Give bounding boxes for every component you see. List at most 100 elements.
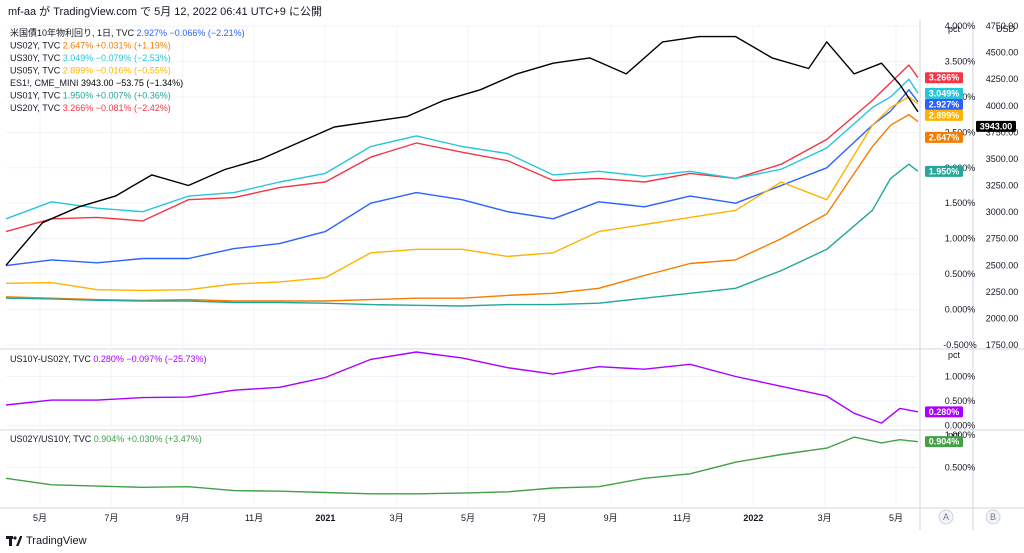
last-value-label: 3.049%: [929, 88, 960, 98]
legend-series-name: ES1!, CME_MINI: [10, 78, 81, 88]
pct-axis-tick-label: -0.500%: [943, 340, 977, 350]
legend-entry: US10Y-US02Y, TVC 0.280% −0.097% (−25.73%…: [10, 354, 206, 364]
usd-axis-tick-label: 3000.00: [986, 207, 1019, 217]
pct-axis-tick-label: 4.000%: [945, 21, 976, 31]
legend-entry: US01Y, TVC 1.950% +0.007% (+0.36%): [10, 91, 171, 101]
last-value-label: 0.280%: [929, 407, 960, 417]
last-value-label: 0.904%: [929, 437, 960, 447]
last-value-badge: [925, 131, 963, 143]
time-axis-label: 3月: [390, 513, 404, 523]
pct-axis-tick-label: 1.000%: [945, 430, 976, 440]
time-axis-label: 5月: [33, 513, 47, 523]
axis-button-a[interactable]: [938, 509, 954, 525]
legend-series-values: 1.950% +0.007% (+0.36%): [63, 91, 171, 101]
usd-axis-tick-label: 4000.00: [986, 101, 1019, 111]
chart-area[interactable]: pct4.000%3.500%3.000%2.500%2.000%1.500%1…: [0, 20, 1024, 530]
usd-axis-unit: USD: [996, 24, 1016, 34]
pct-axis-tick-label: 0.500%: [945, 269, 976, 279]
usd-axis-tick-label: 3250.00: [986, 181, 1019, 191]
series-line-us02y: [5, 113, 919, 302]
usd-axis-tick-label: 2750.00: [986, 234, 1019, 244]
legend-series-name: 米国債10年物利回り, 1日, TVC: [10, 27, 137, 38]
pct-axis-unit: pct: [948, 24, 961, 34]
publication-caption: mf-aa が TradingView.com で 5月 12, 2022 06…: [8, 6, 322, 18]
last-value-label: 2.899%: [929, 110, 960, 120]
legend-entry: US20Y, TVC 3.266% −0.081% (−2.42%): [10, 103, 171, 113]
legend-series-values: 3.049% −0.079% (−2.53%): [63, 53, 171, 63]
last-value-badge: [925, 436, 963, 448]
time-axis-label: 7月: [104, 513, 118, 523]
axis-button-label[interactable]: A: [943, 512, 949, 522]
series-line-us10y-us02y: [5, 351, 919, 424]
usd-axis-tick-label: 2250.00: [986, 287, 1019, 297]
legend-entry: US05Y, TVC 2.899% −0.016% (−0.55%): [10, 66, 171, 76]
pct-axis-tick-label: 1.500%: [945, 198, 976, 208]
series-line-us05y: [5, 96, 919, 292]
legend-entry: 米国債10年物利回り, 1日, TVC 2.927% −0.066% (−2.2…: [10, 27, 245, 38]
usd-axis-tick-label: 4500.00: [986, 48, 1019, 58]
time-axis-label: 2021: [315, 513, 335, 523]
legend-series-name: US01Y, TVC: [10, 91, 63, 101]
last-value-badge: [925, 72, 963, 84]
last-value-badge: [925, 165, 963, 177]
usd-axis-tick-label: 2000.00: [986, 313, 1019, 323]
usd-axis-tick-label: 2500.00: [986, 260, 1019, 270]
series-line-us01y: [5, 163, 919, 307]
last-value-badge: [925, 87, 963, 99]
legend-series-name: US20Y, TVC: [10, 103, 63, 113]
legend-series-values: 2.647% +0.031% (+1.19%): [63, 41, 171, 51]
legend-series-values: 3.266% −0.081% (−2.42%): [63, 103, 171, 113]
last-value-badge: [925, 109, 963, 121]
tradingview-logo-icon: [6, 536, 22, 546]
legend-series-values: 2.899% −0.016% (−0.55%): [63, 66, 171, 76]
pct-axis-tick-label: 3.500%: [945, 56, 976, 66]
footer: TradingView: [6, 535, 87, 547]
time-axis-label: 3月: [818, 513, 832, 523]
legend-series-name: US02Y/US10Y, TVC: [10, 434, 94, 444]
legend-series-values: 2.927% −0.066% (−2.21%): [137, 28, 245, 38]
series-line-us20y: [5, 64, 919, 233]
legend-series-name: US05Y, TVC: [10, 66, 63, 76]
legend-entry: ES1!, CME_MINI 3943.00 −53.75 (−1.34%): [10, 78, 183, 88]
axis-button-b[interactable]: [985, 509, 1001, 525]
legend-series-name: US30Y, TVC: [10, 53, 63, 63]
legend-series-values: 3943.00 −53.75 (−1.34%): [81, 78, 183, 88]
usd-axis-tick-label: 4250.00: [986, 74, 1019, 84]
legend-series-values: 0.280% −0.097% (−25.73%): [93, 354, 206, 364]
series-line-us30y: [5, 78, 919, 220]
legend-entry: US02Y/US10Y, TVC 0.904% +0.030% (+3.47%): [10, 434, 202, 444]
usd-axis-tick-label: 3750.00: [986, 127, 1019, 137]
last-value-badge: [976, 120, 1016, 132]
axis-button-label[interactable]: B: [990, 512, 996, 522]
last-value-badge: [925, 98, 963, 110]
legend-entry: US02Y, TVC 2.647% +0.031% (+1.19%): [10, 41, 171, 51]
usd-axis-tick-label: 3500.00: [986, 154, 1019, 164]
usd-axis-tick-label: 1750.00: [986, 340, 1019, 350]
pct-axis-tick-label: 1.000%: [945, 234, 976, 244]
last-value-label: 1.950%: [929, 166, 960, 176]
series-line-us10y: [5, 89, 919, 267]
last-value-label: 2.927%: [929, 99, 960, 109]
time-axis-label: 9月: [176, 513, 190, 523]
legend-series-name: US02Y, TVC: [10, 41, 63, 51]
time-axis-label: 2022: [743, 513, 763, 523]
footer-brand: TradingView: [26, 535, 87, 547]
pct-axis-tick-label: 0.000%: [945, 421, 976, 431]
pct-axis-tick-label: 0.000%: [945, 305, 976, 315]
legend-entry: US30Y, TVC 3.049% −0.079% (−2.53%): [10, 53, 171, 63]
time-axis-label: 7月: [532, 513, 546, 523]
pct-axis-unit: pct: [948, 430, 961, 440]
time-axis-label: 5月: [889, 513, 903, 523]
pct-axis-tick-label: 0.500%: [945, 396, 976, 406]
time-axis-label: 5月: [461, 513, 475, 523]
time-axis-label: 9月: [604, 513, 618, 523]
last-value-label: 3.266%: [929, 73, 960, 83]
series-line-us02y-us10y: [5, 436, 919, 495]
time-axis-label: 11月: [245, 513, 263, 523]
time-axis-label: 11月: [673, 513, 691, 523]
pct-axis-tick-label: 0.500%: [945, 462, 976, 472]
last-value-label: 3943.00: [980, 121, 1013, 131]
legend-series-name: US10Y-US02Y, TVC: [10, 354, 93, 364]
pct-axis-tick-label: 1.000%: [945, 372, 976, 382]
last-value-label: 2.647%: [929, 132, 960, 142]
